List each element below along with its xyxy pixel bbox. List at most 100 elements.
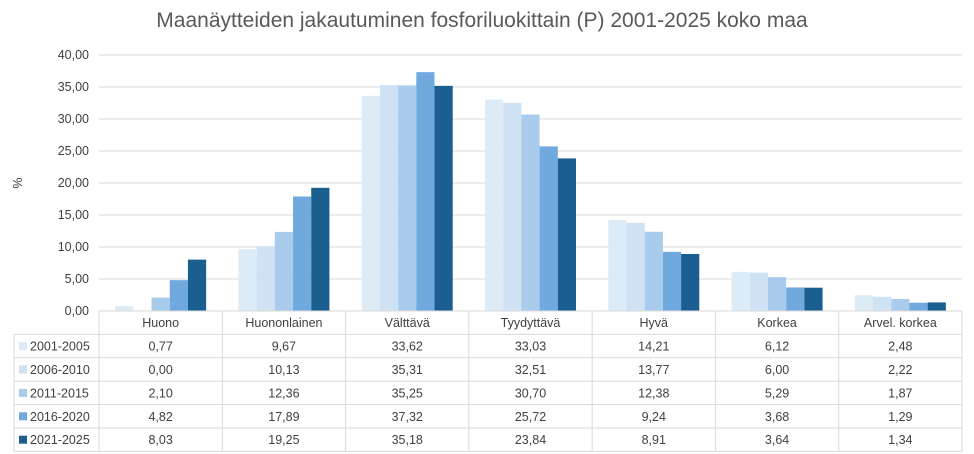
bar-series <box>115 72 946 312</box>
x-tick-label: Tyydyttävä <box>501 316 561 330</box>
bar <box>169 280 188 311</box>
data-label: 6,12 <box>765 340 789 354</box>
bar <box>434 85 453 311</box>
data-label: 19,25 <box>268 433 299 447</box>
y-tick-label: 30,00 <box>58 112 89 126</box>
bar <box>557 158 576 311</box>
bar <box>238 249 257 311</box>
legend-entry: 2001-2005 <box>30 340 90 354</box>
legend-swatch <box>19 388 27 397</box>
bar <box>854 295 874 311</box>
data-label: 1,29 <box>888 410 912 424</box>
y-tick-label: 5,00 <box>65 272 89 286</box>
y-tick-label: 15,00 <box>58 208 89 222</box>
data-label: 35,31 <box>392 363 423 377</box>
data-label: 1,87 <box>888 386 912 400</box>
bar <box>539 146 558 311</box>
data-label: 12,36 <box>268 386 299 400</box>
bar <box>749 272 768 311</box>
data-label: 0,00 <box>148 363 172 377</box>
data-label: 9,24 <box>642 410 666 424</box>
x-tick-label: Välttävä <box>385 316 430 330</box>
chart-title: Maanäytteiden jakautuminen fosforiluokit… <box>156 9 808 32</box>
legend-swatch <box>19 412 27 421</box>
bar <box>644 231 663 311</box>
bar <box>398 85 417 312</box>
data-label: 0,77 <box>148 340 172 354</box>
data-label: 33,03 <box>515 340 546 354</box>
bar <box>115 306 134 311</box>
bar <box>274 231 294 311</box>
data-label: 35,18 <box>392 433 423 447</box>
data-label: 33,62 <box>392 340 423 354</box>
data-label: 1,34 <box>888 433 912 447</box>
bar <box>626 222 645 311</box>
bar <box>804 287 823 311</box>
bar <box>361 95 380 311</box>
legend-swatch <box>19 342 27 351</box>
bar <box>256 246 275 311</box>
y-tick-label: 35,00 <box>58 80 89 94</box>
y-tick-label: 20,00 <box>58 176 89 190</box>
bar <box>311 187 330 311</box>
data-label: 2,48 <box>888 340 912 354</box>
legend-swatch <box>19 435 27 444</box>
data-label: 13,77 <box>638 363 669 377</box>
bar <box>521 114 540 312</box>
x-tick-label: Arvel. korkea <box>864 316 937 330</box>
x-tick-label: Huono <box>142 316 179 330</box>
legend-entry: 2011-2015 <box>30 386 89 400</box>
data-table: Huono Huononlainen Välttävä Tyydyttävä Hyvä K… <box>13 310 963 452</box>
bar <box>293 196 312 311</box>
y-tick-label: 0,00 <box>65 304 89 318</box>
data-label: 37,32 <box>392 410 423 424</box>
bar <box>873 296 892 311</box>
legend-entry: 2016-2020 <box>30 410 90 424</box>
data-label: 4,82 <box>148 410 172 424</box>
data-label: 5,29 <box>765 386 789 400</box>
data-label: 8,91 <box>642 433 666 447</box>
legend-entry: 2021-2025 <box>30 433 90 447</box>
data-label: 3,64 <box>765 433 789 447</box>
bar <box>662 251 682 311</box>
y-tick-label: 40,00 <box>58 48 89 62</box>
bar <box>767 277 787 311</box>
data-label: 30,70 <box>515 386 546 400</box>
bar <box>786 287 805 311</box>
bar <box>731 271 750 311</box>
bar <box>379 85 399 312</box>
bar <box>608 220 627 311</box>
data-label: 25,72 <box>515 410 546 424</box>
x-tick-label: Huononlainen <box>245 316 322 330</box>
data-label: 8,03 <box>148 433 172 447</box>
legend-swatch <box>19 365 27 374</box>
legend-entry: 2006-2010 <box>30 363 90 377</box>
data-label: 32,51 <box>515 363 546 377</box>
data-label: 17,89 <box>268 410 299 424</box>
bar <box>891 299 910 311</box>
data-label: 6,00 <box>765 363 789 377</box>
data-label: 2,22 <box>888 363 912 377</box>
data-label: 10,13 <box>268 363 299 377</box>
data-label: 9,67 <box>272 340 296 354</box>
bar <box>909 302 928 311</box>
x-tick-label: Hyvä <box>640 316 669 330</box>
data-label: 2,10 <box>148 386 172 400</box>
bar <box>681 253 700 311</box>
bar <box>503 102 522 311</box>
data-label: 3,68 <box>765 410 789 424</box>
y-axis-label: % <box>11 177 25 188</box>
bar <box>187 259 207 311</box>
bar <box>151 297 170 311</box>
x-tick-label: Korkea <box>757 316 797 330</box>
bar <box>927 302 946 311</box>
data-label: 12,38 <box>638 386 669 400</box>
bar <box>416 72 435 312</box>
data-label: 14,21 <box>638 340 669 354</box>
y-axis-ticks: 0,00 5,00 10,00 15,00 20,00 25,00 30,00 35,00 40… <box>58 48 89 318</box>
data-label: 35,25 <box>392 386 423 400</box>
bar <box>485 99 504 311</box>
y-tick-label: 25,00 <box>58 144 89 158</box>
data-label: 23,84 <box>515 433 546 447</box>
